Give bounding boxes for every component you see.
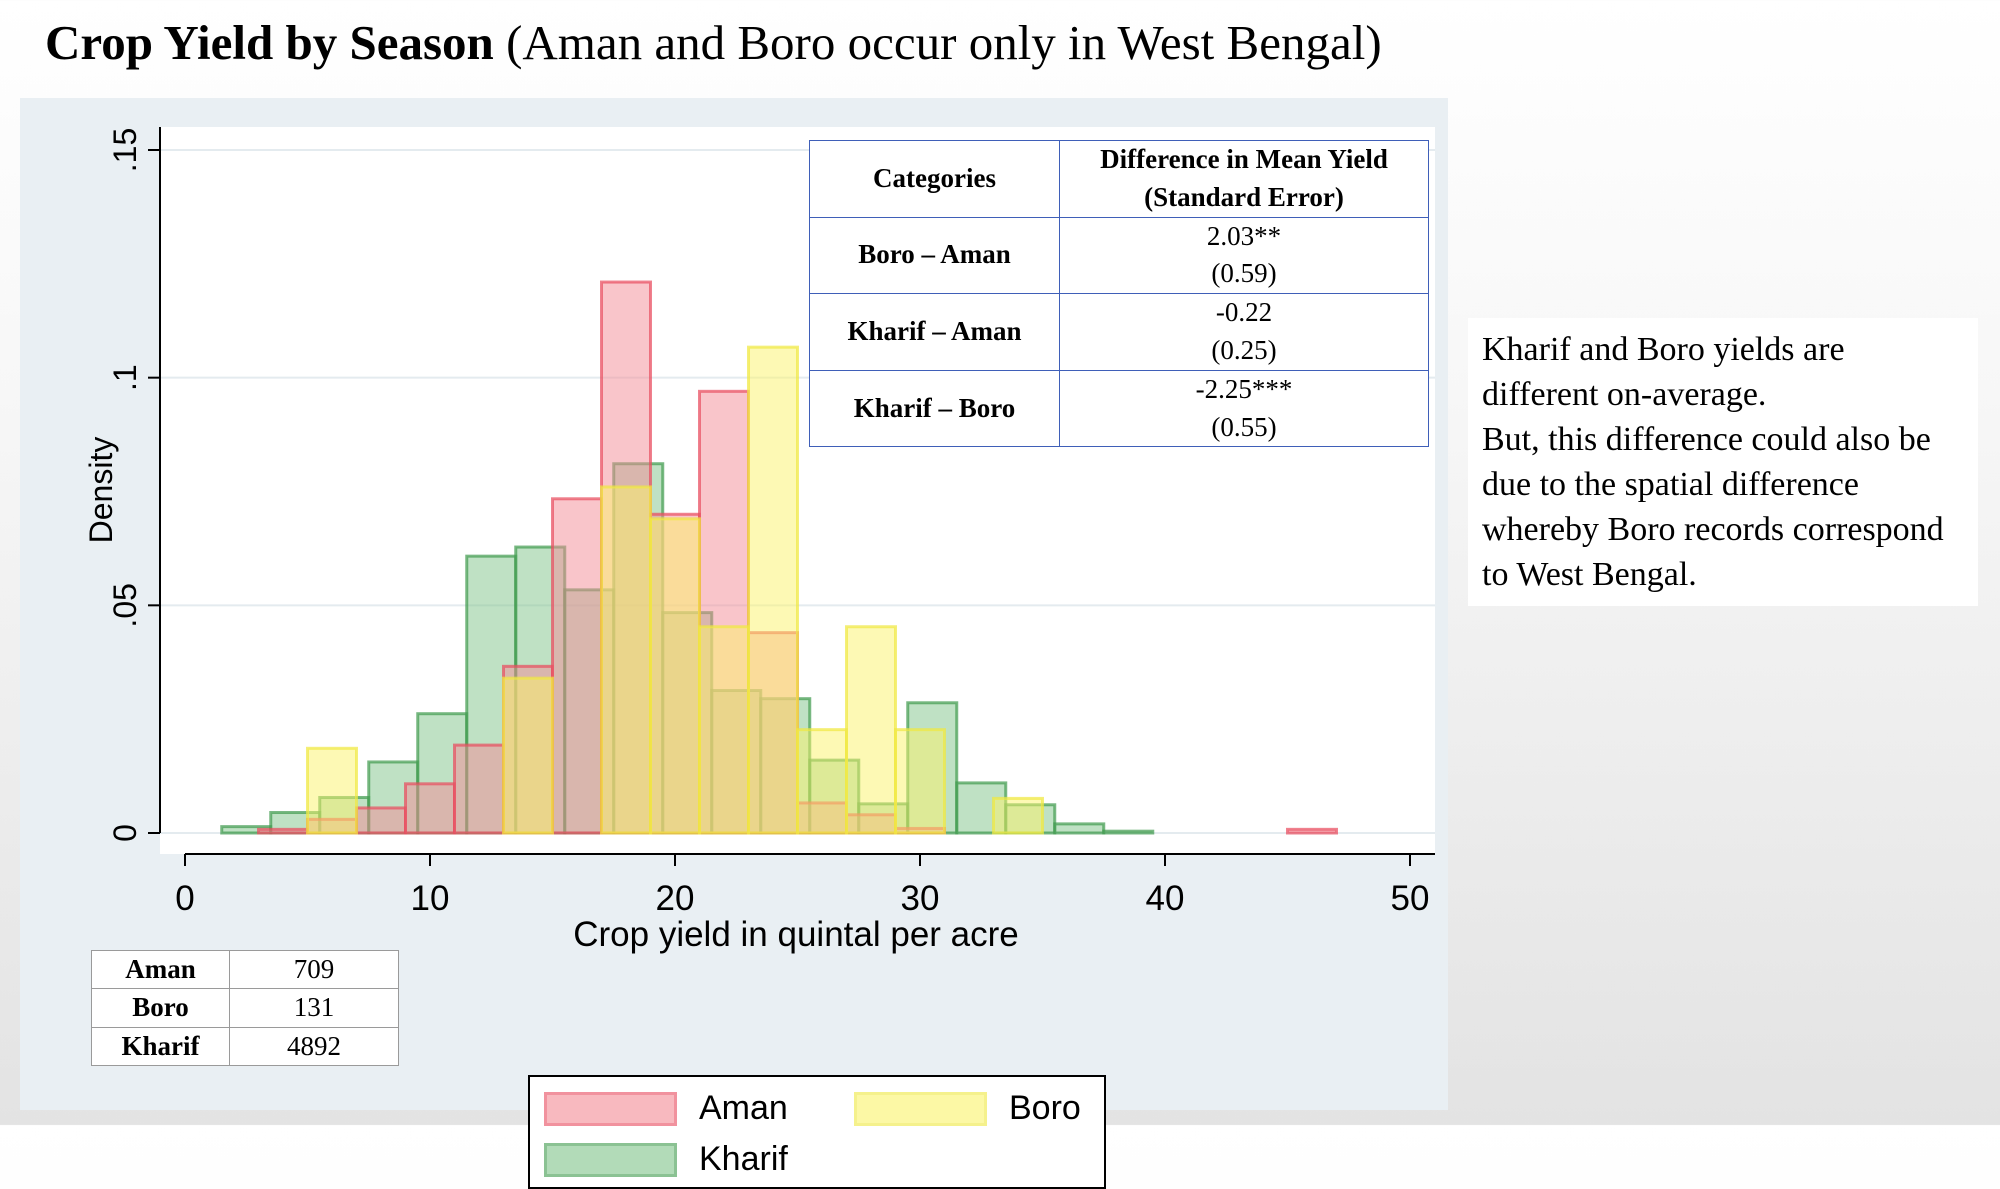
row-standard-error: (0.55) bbox=[1211, 411, 1277, 442]
table-row: Kharif – Aman -0.22 (0.25) bbox=[809, 293, 1429, 371]
count-season-name: Boro bbox=[91, 988, 230, 1028]
x-tick-label: 0 bbox=[175, 879, 194, 918]
histogram-bar-boro bbox=[796, 728, 848, 835]
x-tick-label: 30 bbox=[901, 879, 940, 918]
histogram-bar-aman bbox=[257, 827, 309, 835]
histogram-bar-boro bbox=[698, 625, 750, 835]
histogram-bar-boro bbox=[992, 796, 1044, 835]
count-value: 709 bbox=[229, 949, 399, 990]
count-value: 131 bbox=[229, 988, 399, 1028]
mean-difference-table: Categories Difference in Mean Yield (Sta… bbox=[809, 140, 1429, 448]
table-row: Boro – Aman 2.03** (0.59) bbox=[809, 216, 1429, 295]
header-difference-line2: (Standard Error) bbox=[1144, 181, 1344, 212]
row-difference: 2.03** bbox=[1206, 220, 1282, 251]
legend-entry-boro: Boro bbox=[854, 1089, 1081, 1128]
legend-swatch-boro bbox=[854, 1091, 987, 1126]
note-line: But, this difference could also be due t… bbox=[1482, 421, 1944, 593]
histogram-bar-boro bbox=[502, 676, 554, 835]
note-line: Kharif and Boro yields are different on-… bbox=[1482, 331, 1845, 413]
row-value: -0.22 (0.25) bbox=[1059, 293, 1429, 371]
x-tick-label: 40 bbox=[1146, 879, 1185, 918]
legend-label-boro: Boro bbox=[1009, 1089, 1081, 1127]
x-tick-label: 10 bbox=[411, 879, 450, 918]
histogram-bar-boro bbox=[894, 728, 946, 835]
legend-label-aman: Aman bbox=[699, 1089, 788, 1127]
histogram-bar-kharif bbox=[1102, 829, 1155, 835]
row-standard-error: (0.25) bbox=[1211, 334, 1277, 365]
row-category: Boro – Aman bbox=[809, 216, 1060, 295]
header-difference: Difference in Mean Yield (Standard Error… bbox=[1059, 140, 1429, 218]
histogram-bar-boro bbox=[600, 485, 652, 835]
count-season-name: Kharif bbox=[91, 1026, 230, 1067]
chart-legend: Aman Boro Kharif bbox=[528, 1075, 1106, 1189]
count-value: 4892 bbox=[229, 1026, 399, 1067]
table-row: Aman 709 bbox=[91, 949, 399, 990]
y-tick-label: 0 bbox=[107, 824, 143, 842]
histogram-bar-aman bbox=[404, 782, 456, 835]
header-difference-line1: Difference in Mean Yield bbox=[1100, 144, 1388, 174]
legend-swatch-kharif bbox=[544, 1142, 677, 1177]
y-tick-label: .1 bbox=[107, 364, 143, 391]
table-row: Kharif 4892 bbox=[91, 1026, 399, 1067]
histogram-bar-aman bbox=[551, 497, 603, 835]
histogram-bar-aman bbox=[453, 743, 505, 835]
slide-title: Crop Yield by Season (Aman and Boro occu… bbox=[45, 14, 1382, 71]
row-category: Kharif – Boro bbox=[809, 369, 1060, 448]
header-categories: Categories bbox=[809, 140, 1060, 218]
x-axis-label: Crop yield in quintal per acre bbox=[573, 915, 1019, 954]
x-tick-label: 20 bbox=[656, 879, 695, 918]
legend-entry-kharif: Kharif bbox=[544, 1140, 788, 1179]
row-difference: -0.22 bbox=[1215, 297, 1273, 328]
legend-swatch-aman bbox=[544, 1091, 677, 1126]
row-value: -2.25*** (0.55) bbox=[1059, 369, 1429, 448]
y-tick-label: .15 bbox=[107, 128, 143, 172]
y-tick-label: .05 bbox=[107, 583, 143, 627]
slide-title-subtitle: (Aman and Boro occur only in West Bengal… bbox=[493, 15, 1382, 70]
row-difference: -2.25*** bbox=[1195, 373, 1293, 404]
histogram-bar-boro bbox=[306, 746, 358, 835]
legend-entry-aman: Aman bbox=[544, 1089, 788, 1128]
count-season-name: Aman bbox=[91, 949, 230, 990]
axis-ticks: .15 .1 .05 0 0 10 20 30 40 50 bbox=[107, 128, 1429, 918]
histogram-bar-aman bbox=[1286, 827, 1338, 835]
legend-label-kharif: Kharif bbox=[699, 1140, 788, 1178]
sample-counts-table: Aman 709 Boro 131 Kharif 4892 bbox=[91, 949, 399, 1067]
row-value: 2.03** (0.59) bbox=[1059, 216, 1429, 295]
histogram-bars bbox=[220, 280, 1338, 835]
row-standard-error: (0.59) bbox=[1211, 258, 1277, 289]
histogram-bar-boro bbox=[845, 625, 897, 835]
histogram-bar-kharif bbox=[1053, 822, 1106, 835]
x-tick-label: 50 bbox=[1391, 879, 1430, 918]
slide-title-bold: Crop Yield by Season bbox=[45, 15, 494, 70]
note-box: Kharif and Boro yields are different on-… bbox=[1468, 318, 1978, 606]
series-boro bbox=[306, 345, 1044, 835]
table-header-row: Categories Difference in Mean Yield (Sta… bbox=[809, 140, 1429, 218]
histogram-bar-boro bbox=[649, 517, 701, 835]
table-row: Kharif – Boro -2.25*** (0.55) bbox=[809, 369, 1429, 448]
histogram-bar-boro bbox=[747, 345, 799, 835]
table-row: Boro 131 bbox=[91, 988, 399, 1028]
y-axis-label: Density bbox=[83, 437, 119, 544]
row-category: Kharif – Aman bbox=[809, 293, 1060, 371]
histogram-bar-aman bbox=[355, 806, 407, 835]
